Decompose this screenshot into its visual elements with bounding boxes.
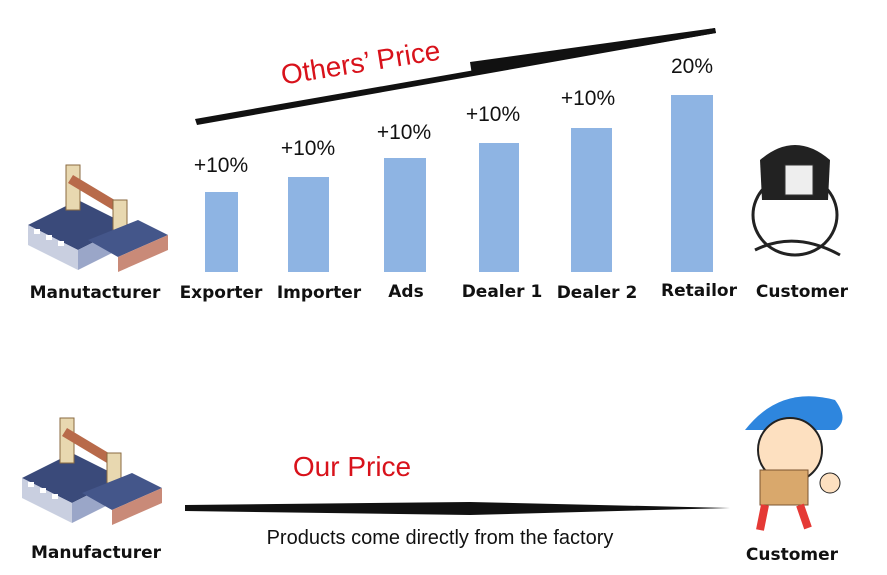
happy-customer-icon (745, 396, 843, 531)
bottom-title: Our Price (293, 451, 411, 482)
bar (479, 143, 519, 272)
stage-label: Dealer 2 (557, 283, 638, 303)
end-label: Customer (746, 545, 839, 565)
end-label: Customer (756, 282, 849, 302)
caption: Products come directly from the factory (267, 527, 614, 549)
factory-icon (27, 164, 169, 273)
factory-icon (21, 417, 163, 526)
bar (384, 158, 426, 272)
bar (671, 95, 713, 272)
direct-arrow (185, 502, 730, 515)
markup-label: +10% (466, 103, 520, 126)
markup-label: +10% (377, 121, 431, 144)
stage-label: Importer (277, 283, 362, 303)
start-label: Manufacturer (31, 543, 162, 563)
bar (205, 192, 238, 272)
stage-label: Exporter (180, 283, 263, 303)
price-arrow-head (470, 28, 716, 75)
start-label: Manutacturer (30, 283, 161, 303)
markup-label: +10% (281, 137, 335, 160)
bar (288, 177, 329, 272)
markup-label: +10% (561, 87, 615, 110)
stage-label: Dealer 1 (462, 282, 543, 302)
markup-label: 20% (671, 55, 713, 78)
stage-label: Retailor (661, 281, 738, 301)
sad-customer-icon (751, 145, 841, 257)
bar (571, 128, 612, 272)
stage-label: Ads (388, 282, 423, 302)
markup-label: +10% (194, 154, 248, 177)
